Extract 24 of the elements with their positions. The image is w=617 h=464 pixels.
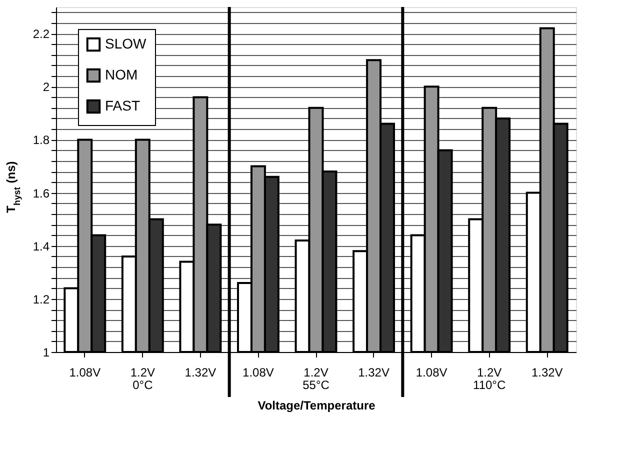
x-axis-title: Voltage/Temperature [258,398,376,412]
text: 110°C [473,378,506,392]
text: 0°C [132,378,154,392]
y-tick-label: 2.2 [32,27,50,42]
x-tick-label: 1.2V [476,366,502,380]
legend-label: NOM [105,66,138,82]
y-axis-title: Thyst (ns) [4,161,22,213]
x-tick-label: 1.2V [304,366,328,380]
x-tick-label: 1.32V [184,366,216,380]
x-tick-label: 1.08V [69,366,101,380]
x-tick-label: 1.32V [531,366,563,380]
y-tick-label: 1.4 [32,239,50,254]
y-tick-label: 1 [42,346,50,360]
x-tick-label: 1.08V [242,366,274,380]
y-tick-label: 1.6 [32,186,50,200]
text: 55°C [302,378,330,392]
x-tick-label: 1.08V [416,366,448,380]
x-tick-label: 1.2V [130,366,156,380]
legend-label: FAST [105,98,140,114]
y-tick-label: 1.2 [32,292,50,306]
y-tick-label: 2 [42,80,50,94]
y-tick-label: 1.8 [32,133,50,148]
x-tick-label: 1.32V [358,366,390,380]
legend-label: SLOW [105,36,148,52]
